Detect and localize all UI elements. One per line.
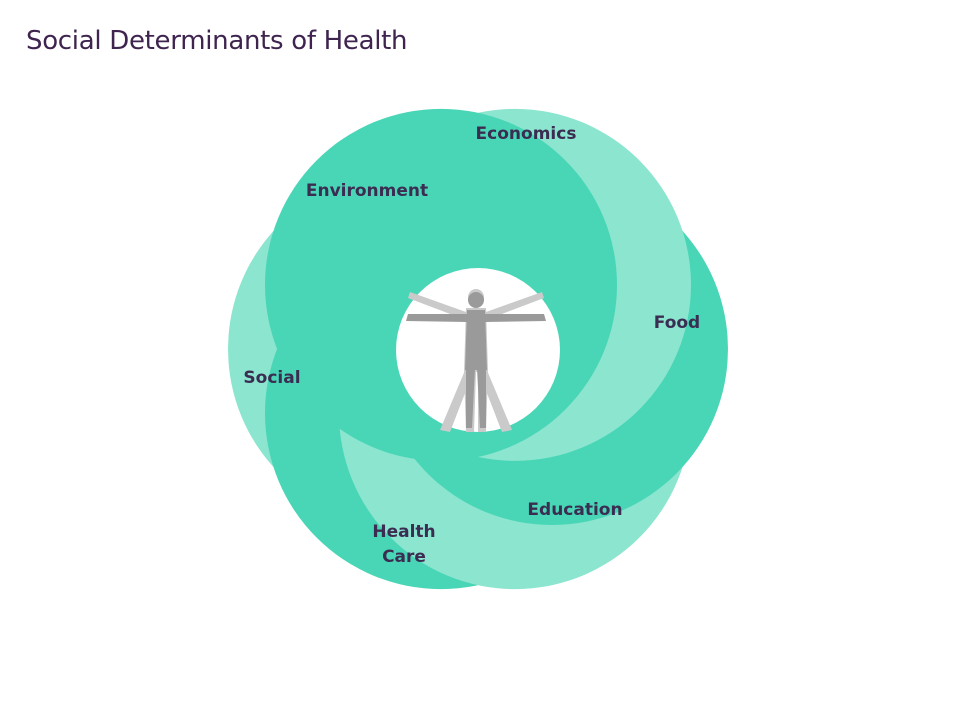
human-figure-icon bbox=[406, 289, 546, 432]
label-education: Education bbox=[527, 500, 622, 520]
page-title: Social Determinants of Health bbox=[26, 26, 408, 56]
label-economics: Economics bbox=[476, 124, 577, 144]
label-environment: Environment bbox=[306, 181, 428, 201]
label-food: Food bbox=[654, 313, 700, 333]
label-health-care: Health Care bbox=[372, 522, 435, 567]
label-social: Social bbox=[243, 368, 300, 388]
